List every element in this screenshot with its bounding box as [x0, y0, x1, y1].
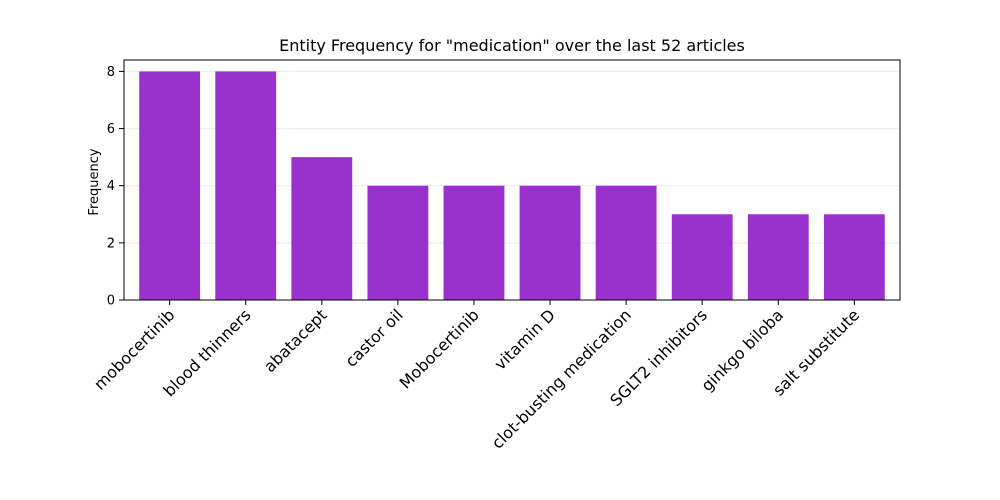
x-tick-label: castor oil	[341, 305, 406, 370]
plot-frame	[123, 59, 901, 301]
chart-title: Entity Frequency for "medication" over t…	[279, 36, 745, 55]
x-tick-label: vitamin D	[491, 305, 559, 373]
y-tick-label: 4	[107, 179, 115, 194]
bar	[139, 71, 201, 300]
bar	[291, 157, 353, 300]
bar	[823, 214, 885, 300]
bar	[595, 185, 657, 300]
bar	[367, 185, 429, 300]
y-tick-label: 6	[107, 122, 115, 137]
x-tick-label: clot-busting medication	[488, 305, 635, 452]
bar	[747, 214, 809, 300]
bar	[671, 214, 733, 300]
y-tick-label: 8	[107, 65, 115, 80]
bar	[519, 185, 581, 300]
y-axis-ticks: 0 2 4 6 8	[107, 65, 124, 309]
x-tick-label: abatacept	[260, 305, 331, 376]
bar	[443, 185, 505, 300]
y-axis-label: Frequency	[87, 148, 102, 215]
bar	[215, 71, 277, 300]
bars	[139, 71, 885, 300]
y-tick-label: 0	[107, 294, 115, 309]
x-tick-label: Mobocertinib	[396, 305, 483, 392]
y-tick-label: 2	[107, 236, 115, 251]
